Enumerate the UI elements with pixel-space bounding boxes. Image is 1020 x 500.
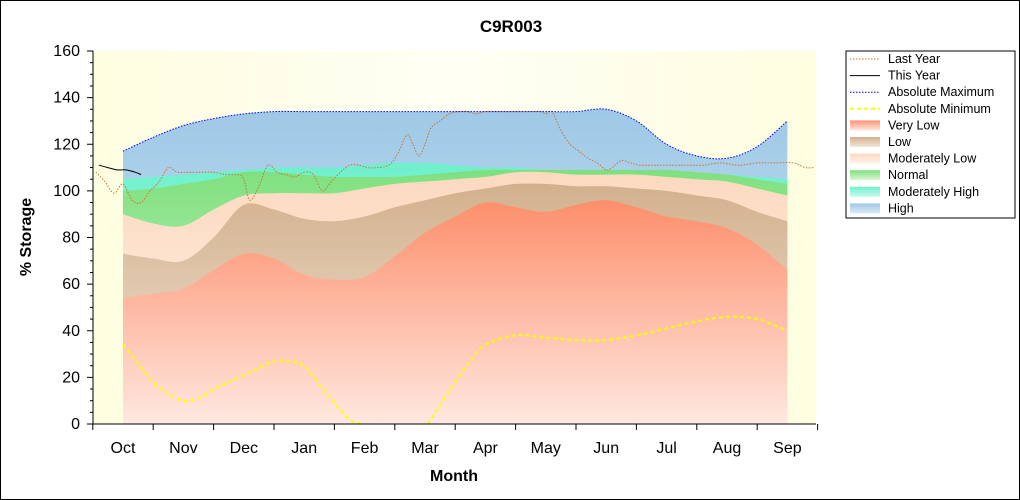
x-tick-label: Nov [169, 440, 197, 457]
legend-swatch-low [850, 137, 880, 147]
band-very-low [123, 200, 788, 424]
x-tick-label: Jan [291, 440, 317, 457]
series-line-absolute-minimum-1 [122, 344, 362, 425]
y-axis-title: % Storage [18, 198, 35, 276]
x-tick-label: Aug [713, 440, 741, 457]
legend-swatch-very-low [850, 120, 880, 131]
legend-label-absolute-minimum: Absolute Minimum [888, 102, 991, 116]
x-tick-label: Jun [593, 440, 619, 457]
y-tick-label: 20 [62, 369, 80, 386]
legend-label-last-year: Last Year [888, 52, 940, 66]
series-line-absolute-minimum-2 [427, 315, 788, 425]
legend-swatch-moderately-low [850, 153, 880, 164]
x-tick-label: Dec [230, 440, 258, 457]
legend-label-absolute-maximum: Absolute Maximum [888, 85, 994, 99]
lines-layer [95, 108, 815, 425]
x-tick-label: Apr [473, 440, 499, 457]
x-ticks: Oct Nov Dec Jan Feb Mar Apr May Jun Jul Aug Sep [92, 424, 819, 457]
y-tick-label: 60 [62, 276, 80, 293]
y-tick-label: 40 [62, 323, 80, 340]
legend-label-high: High [888, 201, 914, 215]
x-tick-label: Feb [351, 440, 379, 457]
legend-swatch-moderately-high [850, 186, 880, 197]
x-tick-label: Jul [656, 440, 676, 457]
legend-label-normal: Normal [888, 168, 928, 182]
legend: Last Year This Year Absolute Maximum Absolu… [845, 50, 1016, 219]
series-line-this-year [98, 164, 142, 176]
y-tick-label: 120 [53, 136, 80, 153]
legend-label-this-year: This Year [888, 69, 940, 83]
y-tick-label: 80 [62, 230, 80, 247]
legend-swatch-normal [850, 170, 880, 181]
x-tick-label: Sep [773, 440, 802, 457]
y-tick-label: 100 [53, 183, 80, 200]
series-line-absolute-maximum [122, 108, 788, 160]
chart-title: C9R003 [480, 17, 542, 36]
y-tick-label: 0 [71, 416, 80, 433]
legend-label-low: Low [888, 135, 912, 149]
legend-swatch-high [850, 203, 880, 214]
x-tick-label: Mar [411, 440, 439, 457]
x-axis-title: Month [430, 468, 478, 485]
x-tick-label: May [531, 440, 561, 457]
y-tick-label: 140 [53, 90, 80, 107]
y-tick-label: 160 [53, 43, 80, 60]
x-tick-label: Oct [111, 440, 136, 457]
y-ticks: 0 20 40 60 80 100 120 140 160 [53, 43, 93, 433]
series-line-last-year [95, 110, 815, 204]
bands-layer [123, 108, 788, 424]
legend-label-moderately-high: Moderately High [888, 185, 979, 199]
legend-label-moderately-low: Moderately Low [888, 152, 977, 166]
legend-label-very-low: Very Low [888, 118, 940, 132]
